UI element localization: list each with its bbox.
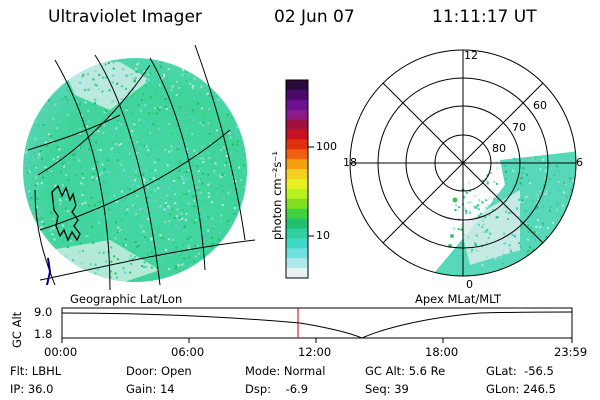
colorbar-segment <box>286 258 308 269</box>
xtick-2359: 23:59 <box>554 345 588 359</box>
instrument-title: Ultraviolet Imager <box>48 7 202 27</box>
info-mode: Mode: Normal <box>245 364 326 378</box>
colorbar-segment <box>286 228 308 239</box>
colorbar-segment <box>286 139 308 150</box>
colorbar-segment <box>286 119 308 130</box>
colorbar-segment <box>286 80 308 91</box>
altitude-ylabel: GC Alt <box>10 311 24 348</box>
info-gcalt: GC Alt: 5.6 Re <box>365 364 446 378</box>
left-panel-caption: Geographic Lat/Lon <box>70 292 183 306</box>
altitude-ytick-top: 9.0 <box>34 305 53 319</box>
colorbar-segment <box>286 129 308 140</box>
colorbar-segment <box>286 89 308 101</box>
coastline <box>51 184 81 242</box>
mlt-label-0: 0 <box>466 278 473 291</box>
right-panel-caption: Apex MLat/MLT <box>415 292 502 306</box>
colorbar-segment <box>286 109 308 121</box>
altitude-curve <box>61 311 573 339</box>
mlt-label-18: 18 <box>343 156 357 169</box>
info-seq: Seq: 39 <box>365 382 409 396</box>
colorbar-segment <box>286 218 308 229</box>
colorbar-tick-100: 100 <box>316 140 337 153</box>
altitude-ytick-bottom: 1.8 <box>34 327 53 341</box>
info-ip: IP: 36.0 <box>10 382 54 396</box>
xtick-0000: 00:00 <box>44 345 78 359</box>
info-flt: Flt: LBHL <box>10 364 62 378</box>
info-glon: GLon: 246.5 <box>486 382 556 396</box>
colorbar-segment <box>286 159 308 170</box>
colorbar-segment <box>286 179 308 190</box>
colorbar-segment <box>286 99 308 111</box>
mlt-label-12: 12 <box>464 49 478 62</box>
date-label: 02 Jun 07 <box>274 7 355 27</box>
colorbar-segment <box>286 149 308 160</box>
colorbar-segment <box>286 208 308 220</box>
info-gain: Gain: 14 <box>126 382 175 396</box>
mlat-label-80: 80 <box>492 142 506 155</box>
colorbar-segment <box>286 188 308 200</box>
info-glat: GLat: -56.5 <box>486 364 554 378</box>
colorbar-segment <box>286 268 308 279</box>
time-label: 11:11:17 UT <box>432 7 537 27</box>
colorbar-segment <box>286 198 308 210</box>
colorbar-tick-10: 10 <box>316 229 330 242</box>
xtick-1800: 18:00 <box>425 345 459 359</box>
colorbar-segment <box>286 169 308 180</box>
xtick-1200: 12:00 <box>298 345 332 359</box>
info-dsp: Dsp: -6.9 <box>245 382 309 396</box>
mlat-label-60: 60 <box>533 99 547 112</box>
colorbar-segment <box>286 238 308 249</box>
mlt-label-6: 6 <box>576 156 583 169</box>
colorbar-segment <box>286 248 308 259</box>
info-door: Door: Open <box>126 364 192 378</box>
xtick-0600: 06:00 <box>171 345 205 359</box>
mlat-label-70: 70 <box>512 121 526 134</box>
